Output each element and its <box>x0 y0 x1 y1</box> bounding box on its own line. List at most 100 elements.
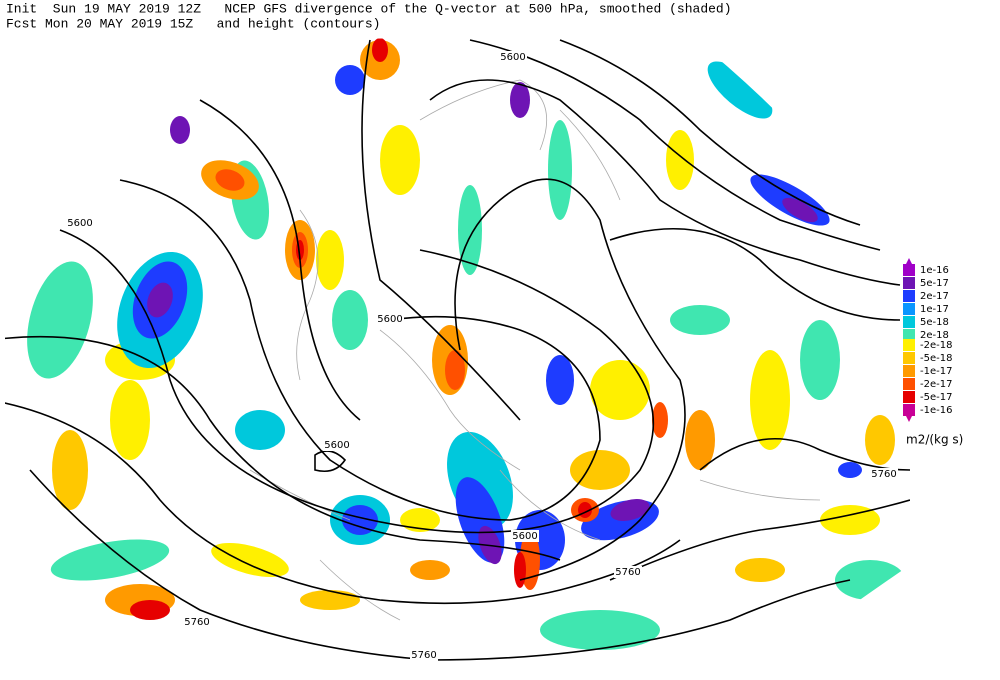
shaded-cell <box>335 65 365 95</box>
shaded-cell <box>548 120 572 220</box>
shaded-cell <box>510 82 530 118</box>
legend-swatch <box>903 303 915 315</box>
shaded-cell <box>590 360 650 420</box>
contour-label: 5760 <box>615 567 640 578</box>
contour-label-bg <box>376 313 404 325</box>
legend: m2/(kg s) 1e-16 5e-17 2e-17 1e-17 5e-18 2e-18… <box>903 258 963 447</box>
legend-swatch <box>903 404 915 416</box>
contour-label-bg <box>66 217 94 229</box>
shaded-cell <box>52 430 88 510</box>
shaded-cell <box>27 261 93 379</box>
shaded-cell <box>130 600 170 620</box>
shaded-cell <box>707 61 773 119</box>
shaded-cell <box>610 499 650 521</box>
contour-label: 5760 <box>871 469 896 480</box>
shaded-cell <box>445 350 465 390</box>
contour-line <box>609 227 901 321</box>
contour-line <box>469 39 881 251</box>
contour-line <box>5 399 681 605</box>
legend-swatch <box>903 352 915 364</box>
legend-label: -5e-18 <box>920 353 952 364</box>
shaded-cell <box>332 290 368 350</box>
shaded-cell <box>820 505 880 535</box>
contour-label-bg <box>614 566 642 578</box>
shaded-cell <box>735 558 785 582</box>
legend-label: 5e-17 <box>920 278 949 289</box>
shaded-cell <box>50 539 170 581</box>
shaded-cell <box>782 197 818 223</box>
contour-line <box>559 39 861 226</box>
contour-label-bg <box>410 649 438 661</box>
contour-label: 5600 <box>377 314 402 325</box>
legend-label: 2e-18 <box>920 330 949 341</box>
contour-label: 5600 <box>324 440 349 451</box>
contour-label-bg <box>511 530 539 542</box>
shaded-cell <box>300 590 360 610</box>
shaded-cell <box>211 542 289 578</box>
shaded-cell <box>800 320 840 400</box>
contour-label: 5760 <box>184 617 209 628</box>
shaded-cell <box>215 169 245 191</box>
contour-line <box>199 99 361 421</box>
shaded-cell <box>410 560 450 580</box>
shaded-cell <box>514 552 526 588</box>
legend-swatch <box>903 264 915 276</box>
shaded-cell <box>570 450 630 490</box>
contour-label-bg <box>870 468 898 480</box>
legend-swatch <box>903 365 915 377</box>
shaded-cell <box>147 282 173 318</box>
legend-swatch <box>903 391 915 403</box>
coastlines <box>249 79 821 621</box>
shaded-cell <box>750 350 790 450</box>
legend-label: 5e-18 <box>920 317 949 328</box>
contour-line <box>5 335 561 561</box>
shaded-cell <box>400 508 440 532</box>
contour-line <box>119 179 601 521</box>
title-line-2: Fcst Mon 20 MAY 2019 15Z and height (con… <box>6 16 380 31</box>
legend-label: 1e-16 <box>920 265 949 276</box>
shaded-cell <box>316 230 344 290</box>
shaded-cell <box>835 560 905 600</box>
legend-label: -1e-16 <box>920 405 952 416</box>
legend-unit: m2/(kg s) <box>906 433 963 447</box>
title-line-1: Init Sun 19 MAY 2019 12Z NCEP GFS diverg… <box>6 1 732 16</box>
shaded-cell <box>838 462 862 478</box>
contour-line <box>699 438 910 471</box>
legend-swatch <box>903 277 915 289</box>
shaded-cell <box>458 185 482 275</box>
legend-label: -1e-17 <box>920 366 952 377</box>
shaded-cell <box>110 380 150 460</box>
contour-closed <box>314 450 347 473</box>
shaded-cell <box>546 355 574 405</box>
contour-label: 5600 <box>67 218 92 229</box>
contour-line <box>454 178 686 581</box>
contour-label-bg <box>183 616 211 628</box>
legend-label: -5e-17 <box>920 392 952 403</box>
contour-label-bg <box>499 51 527 63</box>
shaded-cell <box>685 410 715 470</box>
legend-label: 1e-17 <box>920 304 949 315</box>
shaded-cell <box>666 130 694 190</box>
contour-line <box>361 39 521 421</box>
legend-swatch <box>903 378 915 390</box>
shaded-cell <box>540 610 660 650</box>
legend-label: -2e-18 <box>920 340 952 351</box>
contour-label: 5760 <box>411 650 436 661</box>
legend-swatch <box>903 316 915 328</box>
legend-swatch <box>903 339 915 351</box>
shaded-cell <box>652 402 668 438</box>
coastline <box>249 79 821 621</box>
contour-labels: 5600 5600 5600 5600 5600 5760 5760 5760 5760 <box>66 51 898 661</box>
shaded-cell <box>372 38 388 62</box>
shaded-cell <box>380 125 420 195</box>
shaded-cell <box>342 505 378 535</box>
legend-label: -2e-17 <box>920 379 952 390</box>
shaded-cell <box>670 305 730 335</box>
contour-line <box>429 79 901 286</box>
shaded-field <box>27 38 905 650</box>
legend-swatch <box>903 329 915 341</box>
shaded-cell <box>865 415 895 465</box>
shaded-cell <box>170 116 190 144</box>
contour-label: 5600 <box>500 52 525 63</box>
